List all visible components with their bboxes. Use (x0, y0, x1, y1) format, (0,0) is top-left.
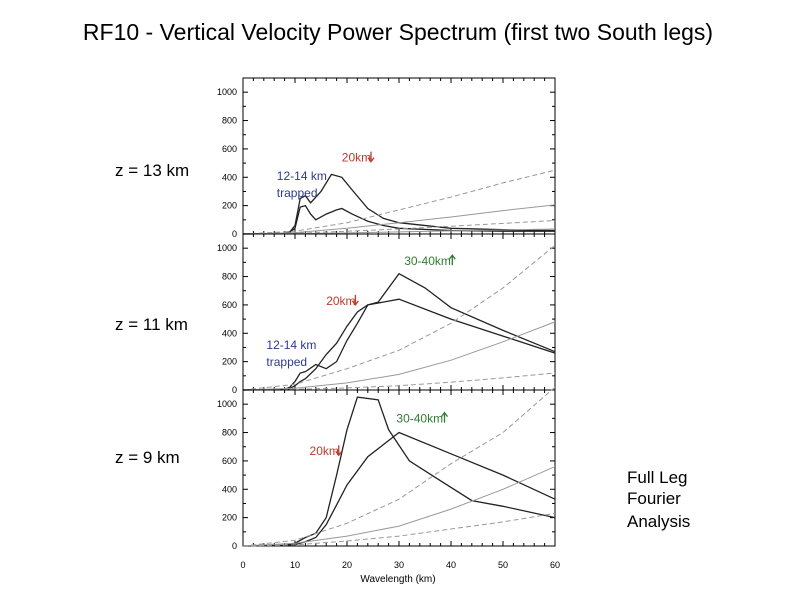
annotation-label: 30-40km (396, 412, 443, 426)
y-tick-label: 400 (222, 172, 237, 182)
arrow-up-icon (448, 254, 456, 266)
arrow-down-icon (351, 294, 359, 306)
series-line (242, 372, 556, 391)
series-line (242, 431, 556, 547)
note-line-3: Analysis (627, 512, 690, 531)
panel-label: z = 9 km (115, 448, 180, 467)
x-tick-label: 30 (394, 560, 404, 570)
annotation-label: 20km (326, 294, 355, 308)
series-line (242, 321, 556, 391)
annotation-label: 12-14 km (277, 169, 327, 183)
panel-2: z = 11 km 0 200 400 600 800 1000 30-40km 20km 12-… (115, 233, 556, 395)
note-line-1: Full Leg (627, 468, 687, 487)
series-line (242, 512, 556, 547)
annotation-label: 30-40km (404, 254, 451, 268)
y-tick-label: 0 (232, 385, 237, 395)
annotation-label: 20km (342, 151, 371, 165)
series-line (242, 272, 556, 391)
series-line (242, 386, 556, 547)
x-tick-label: 60 (550, 560, 560, 570)
panel-1: z = 13 km 0 200 400 600 800 1000 20km 12-14 km tr… (115, 77, 556, 239)
y-tick-label: 400 (222, 484, 237, 494)
annotation-label: 12-14 km (266, 338, 316, 352)
y-tick-label: 600 (222, 144, 237, 154)
y-tick-label: 800 (222, 116, 237, 126)
series-line (242, 173, 556, 235)
y-tick-label: 0 (232, 541, 237, 551)
series-line (242, 396, 556, 547)
y-tick-label: 200 (222, 201, 237, 211)
annotation-label: trapped (277, 186, 318, 200)
x-tick-label: 10 (290, 560, 300, 570)
y-tick-label: 1000 (217, 87, 237, 97)
y-tick-label: 800 (222, 272, 237, 282)
arrow-down-icon (367, 151, 375, 163)
y-tick-label: 200 (222, 513, 237, 523)
y-tick-label: 800 (222, 428, 237, 438)
y-tick-label: 0 (232, 229, 237, 239)
panel-label: z = 13 km (115, 161, 189, 180)
annotation-label: trapped (266, 355, 307, 369)
y-tick-label: 600 (222, 300, 237, 310)
y-tick-label: 1000 (217, 243, 237, 253)
x-axis-title: Wavelength (km) (360, 574, 435, 585)
figure-title: RF10 - Vertical Velocity Power Spectrum … (83, 19, 713, 45)
x-tick-label: 50 (498, 560, 508, 570)
series-line (242, 204, 556, 235)
x-tick-label: 40 (446, 560, 456, 570)
x-tick-label: 20 (342, 560, 352, 570)
annotation-label: 20km (310, 444, 339, 458)
panel-frame (242, 77, 556, 235)
arrow-up-icon (440, 411, 449, 423)
series-line (242, 466, 556, 547)
series-line (242, 244, 556, 391)
y-tick-label: 1000 (217, 399, 237, 409)
y-tick-label: 600 (222, 456, 237, 466)
arrow-down-icon (335, 445, 343, 457)
series-line (242, 169, 556, 235)
y-tick-label: 200 (222, 357, 237, 367)
x-tick-label: 0 (240, 560, 245, 570)
note-line-2: Fourier (627, 489, 681, 508)
y-tick-label: 400 (222, 328, 237, 338)
analysis-note: Full Leg Fourier Analysis (627, 468, 690, 531)
series-line (242, 298, 556, 391)
panel-label: z = 11 km (115, 315, 188, 334)
